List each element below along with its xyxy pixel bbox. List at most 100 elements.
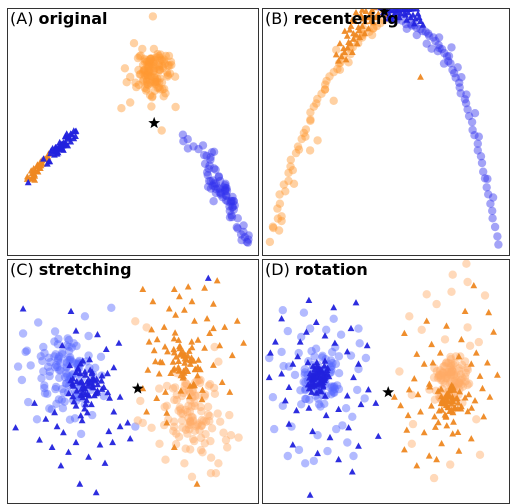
point-circle [203,410,213,419]
point-circle [488,214,497,223]
point-circle [293,142,303,151]
point-circle [64,342,73,351]
point-triangle [60,429,67,436]
point-circle [169,417,179,426]
point-triangle [443,322,450,329]
point-triangle [180,369,188,376]
point-triangle [471,397,479,404]
point-triangle [467,360,475,367]
point-circle [161,51,170,61]
point-triangle [90,376,98,383]
point-circle [184,421,194,430]
point-triangle [413,462,421,469]
series-circle-1 [395,260,490,483]
point-triangle [438,440,445,447]
point-circle [449,360,458,370]
point-circle [218,193,227,202]
point-triangle [37,159,45,166]
point-triangle [320,362,328,369]
point-triangle [96,441,104,448]
point-circle [454,380,463,389]
point-circle [327,390,336,399]
point-circle [58,384,67,394]
point-triangle [213,277,221,284]
point-circle [297,134,306,144]
point-circle [56,358,65,367]
point-circle [296,386,305,395]
point-circle [448,367,457,376]
point-circle [51,382,61,392]
point-circle [221,181,230,190]
point-triangle [92,489,100,496]
point-circle [44,353,53,362]
point-circle [171,102,180,112]
point-triangle [42,415,50,422]
point-circle [203,182,213,191]
point-triangle [413,350,421,357]
point-triangle [323,366,331,373]
point-circle [58,404,68,413]
point-triangle [429,359,437,366]
point-triangle [58,144,66,152]
point-triangle [88,400,95,408]
point-circle [412,30,421,40]
point-circle [150,55,160,64]
point-circle [234,433,243,442]
point-circle [418,26,427,36]
point-circle [436,374,446,383]
point-circle [452,371,461,380]
point-triangle [152,357,159,365]
point-circle [161,89,170,98]
point-circle [439,362,448,371]
point-triangle [338,52,345,60]
point-circle [306,116,315,126]
point-circle [405,312,414,321]
point-triangle [72,368,80,375]
point-circle [480,291,490,300]
point-triangle [486,393,494,400]
point-triangle [436,349,444,356]
point-triangle [67,307,75,314]
panel-name: rotation [294,260,368,279]
point-circle [159,55,169,64]
point-circle [322,325,331,334]
point-triangle [352,9,360,16]
point-circle [146,78,155,87]
point-circle [313,431,322,440]
point-circle [468,125,477,135]
point-triangle [164,348,171,355]
point-triangle [81,368,89,375]
point-circle [354,364,363,374]
point-circle [299,308,309,317]
point-circle [460,95,470,104]
point-circle [40,348,49,358]
point-circle [157,55,166,64]
point-circle [214,357,223,366]
point-triangle [30,165,38,172]
point-circle [186,416,195,426]
point-circle [427,44,436,53]
point-circle [443,367,452,377]
point-circle [204,164,213,173]
point-triangle [374,432,382,439]
point-circle [434,371,444,380]
point-circle [193,391,202,400]
point-triangle [73,387,81,394]
point-circle [199,150,209,160]
point-circle [216,190,225,199]
point-circle [149,58,158,67]
point-circle [449,370,459,380]
point-circle [143,67,153,77]
point-circle [64,335,74,345]
point-triangle [83,396,90,403]
point-triangle [384,15,392,22]
point-circle [279,361,288,371]
point-triangle [345,38,352,45]
point-triangle [350,35,357,42]
point-circle [206,184,216,193]
point-circle [43,362,53,371]
point-triangle [309,427,316,435]
point-triangle [312,318,320,325]
point-circle [138,68,148,77]
point-circle [211,184,221,194]
